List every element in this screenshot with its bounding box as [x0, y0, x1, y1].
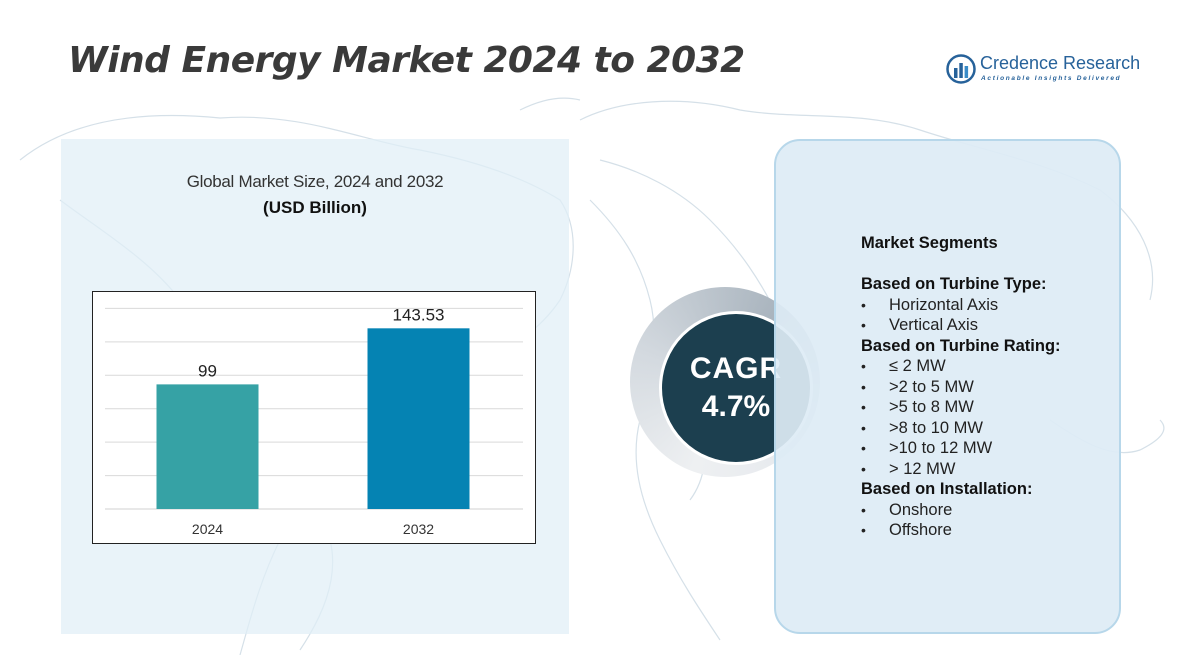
segments-heading: Market Segments: [861, 234, 998, 252]
x-tick-label: 2024: [192, 521, 223, 537]
segment-item: Horizontal Axis: [861, 295, 1116, 316]
bar-2032: [367, 328, 470, 509]
market-segments-list: Market Segments Based on Turbine Type: Ho…: [861, 233, 1116, 541]
x-tick-label: 2032: [403, 521, 434, 537]
bar-value-label: 143.53: [393, 305, 445, 324]
segment-item: > 12 MW: [861, 459, 1116, 480]
cagr-value: 4.7%: [701, 390, 771, 423]
bar-chart-canvas: 99 2024 143.53 2032: [105, 305, 523, 537]
segment-item: Offshore: [861, 520, 1116, 541]
segment-item: Vertical Axis: [861, 315, 1116, 336]
segment-group-title: Based on Turbine Type:: [861, 275, 1047, 293]
brand-logo: Credence Research Actionable Insights De…: [946, 52, 1146, 88]
segment-item: ≤ 2 MW: [861, 356, 1116, 377]
segment-item: >8 to 10 MW: [861, 418, 1116, 439]
bar-2024: [156, 384, 259, 509]
segment-item: >2 to 5 MW: [861, 377, 1116, 398]
brand-name: Credence Research: [980, 53, 1141, 73]
segment-group-title: Based on Turbine Rating:: [861, 336, 1061, 355]
bar-chart-logo-icon: [946, 54, 976, 84]
chart-unit: (USD Billion): [263, 198, 367, 217]
segment-item: >5 to 8 MW: [861, 397, 1116, 418]
segment-item: >10 to 12 MW: [861, 438, 1116, 459]
segment-item: Onshore: [861, 500, 1116, 521]
cagr-label: CAGR: [689, 352, 783, 385]
brand-tagline: Actionable Insights Delivered: [981, 75, 1122, 82]
bar-chart: 99 2024 143.53 2032: [92, 291, 536, 544]
page-title: Wind Energy Market 2024 to 2032: [68, 40, 745, 81]
chart-title: Global Market Size, 2024 and 2032: [186, 172, 444, 191]
bar-value-label: 99: [198, 361, 217, 380]
segment-group-title: Based on Installation:: [861, 480, 1033, 498]
